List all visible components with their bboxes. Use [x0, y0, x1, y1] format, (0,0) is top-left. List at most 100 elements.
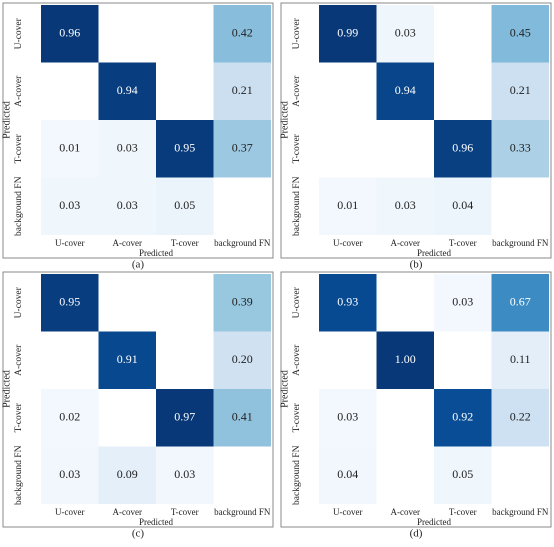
panel-frame	[2, 2, 274, 259]
x-axis-label: Predicted	[417, 517, 451, 527]
heatmap-cell	[156, 389, 214, 447]
x-tick-label: background FN	[214, 507, 271, 517]
caption: (a)	[132, 259, 145, 271]
heatmap-cell	[41, 389, 99, 447]
heatmap-cell	[213, 389, 271, 447]
x-tick-label: background FN	[492, 238, 549, 248]
heatmap-cell	[156, 177, 214, 235]
heatmap-cell	[376, 62, 434, 120]
cell-label: 0.21	[510, 83, 531, 97]
cell-label: 0.95	[59, 295, 80, 309]
x-tick-label: A-cover	[113, 507, 142, 517]
y-axis-label: Predicted	[1, 370, 12, 408]
y-tick-label: background FN	[292, 176, 302, 236]
heatmap-cell	[434, 389, 492, 447]
cell-label: 0.99	[337, 26, 358, 40]
cell-label: 0.09	[117, 467, 138, 481]
heatmap-cell	[376, 5, 434, 63]
cell-label: 0.42	[232, 26, 253, 40]
cell-label: 0.93	[337, 295, 358, 309]
cell-label: 0.03	[59, 198, 80, 212]
heatmap-cell	[213, 331, 271, 389]
heatmap-cell	[98, 62, 156, 120]
y-tick-label: U-cover	[14, 17, 24, 49]
cell-label: 0.33	[510, 141, 531, 155]
heatmap-cell	[434, 120, 492, 178]
heatmap-cell	[98, 331, 156, 389]
heatmap-cell	[41, 5, 99, 63]
heatmap-cell	[491, 274, 549, 332]
cell-label: 0.22	[510, 410, 531, 424]
x-tick-label: A-cover	[113, 238, 142, 248]
heatmap-cell	[434, 274, 492, 332]
panel: 0.96 0.42 0.94 0.21 0.01 0.03 0.95 0.37 0.03 0.03…	[1, 2, 274, 271]
heatmap-cell	[41, 274, 99, 332]
heatmap-cell	[376, 177, 434, 235]
cell-label: 0.67	[510, 295, 531, 309]
x-tick-label: U-cover	[333, 238, 362, 248]
y-tick-label: A-cover	[292, 75, 302, 107]
y-tick-label: U-cover	[292, 17, 302, 49]
heatmap-cell	[98, 120, 156, 178]
x-tick-label: T-cover	[449, 507, 477, 517]
panel-frame	[280, 271, 552, 528]
cell-label: 0.21	[232, 83, 253, 97]
panel: 0.95 0.39 0.91 0.20 0.02 0.97 0.41 0.03 0.09 0.03…	[1, 271, 274, 540]
panel-frame	[2, 271, 274, 528]
cell-label: 0.03	[117, 198, 138, 212]
panel-frame	[280, 2, 552, 259]
heatmap-cell	[41, 446, 99, 504]
x-axis-label: Predicted	[139, 248, 173, 258]
cell-label: 1.00	[395, 352, 416, 366]
x-tick-label: background FN	[492, 507, 549, 517]
y-tick-label: T-cover	[14, 402, 24, 432]
heatmap-cell	[319, 274, 377, 332]
cell-label: 0.41	[232, 410, 253, 424]
y-tick-label: T-cover	[14, 133, 24, 163]
cell-label: 0.04	[337, 467, 358, 481]
heatmap-cell	[98, 446, 156, 504]
heatmap-cell	[491, 120, 549, 178]
y-tick-label: A-cover	[14, 75, 24, 107]
cell-label: 0.02	[59, 410, 80, 424]
heatmap-cell	[376, 331, 434, 389]
cell-label: 0.03	[395, 26, 416, 40]
y-tick-label: A-cover	[14, 344, 24, 376]
caption: (b)	[410, 259, 423, 271]
cell-label: 0.01	[59, 141, 80, 155]
heatmap-cell	[156, 446, 214, 504]
cell-label: 0.03	[59, 467, 80, 481]
y-tick-label: T-cover	[292, 402, 302, 432]
heatmap-cell	[213, 5, 271, 63]
heatmap-cell	[156, 120, 214, 178]
cell-label: 0.03	[452, 295, 473, 309]
x-tick-label: A-cover	[391, 507, 420, 517]
cell-label: 0.05	[174, 198, 195, 212]
y-tick-label: background FN	[14, 176, 24, 236]
cell-label: 0.95	[174, 141, 195, 155]
cell-label: 0.03	[337, 410, 358, 424]
y-axis-label: Predicted	[1, 101, 12, 139]
x-tick-label: T-cover	[171, 238, 199, 248]
caption: (c)	[132, 528, 145, 540]
heatmap-cell	[213, 120, 271, 178]
cell-label: 0.92	[452, 410, 473, 424]
cell-label: 0.03	[117, 141, 138, 155]
cell-label: 0.96	[452, 141, 473, 155]
x-tick-label: U-cover	[55, 238, 84, 248]
heatmap-cell	[434, 446, 492, 504]
x-tick-label: A-cover	[391, 238, 420, 248]
heatmap-cell	[319, 446, 377, 504]
cell-label: 0.94	[117, 83, 138, 97]
heatmap-cell	[213, 274, 271, 332]
heatmap-cell	[491, 62, 549, 120]
y-tick-label: U-cover	[292, 286, 302, 318]
y-tick-label: background FN	[14, 445, 24, 505]
heatmap-cell	[319, 389, 377, 447]
cell-label: 0.03	[174, 467, 195, 481]
x-tick-label: U-cover	[333, 507, 362, 517]
x-tick-label: T-cover	[449, 238, 477, 248]
heatmap-cell	[319, 5, 377, 63]
y-axis-label: Predicted	[279, 101, 290, 139]
